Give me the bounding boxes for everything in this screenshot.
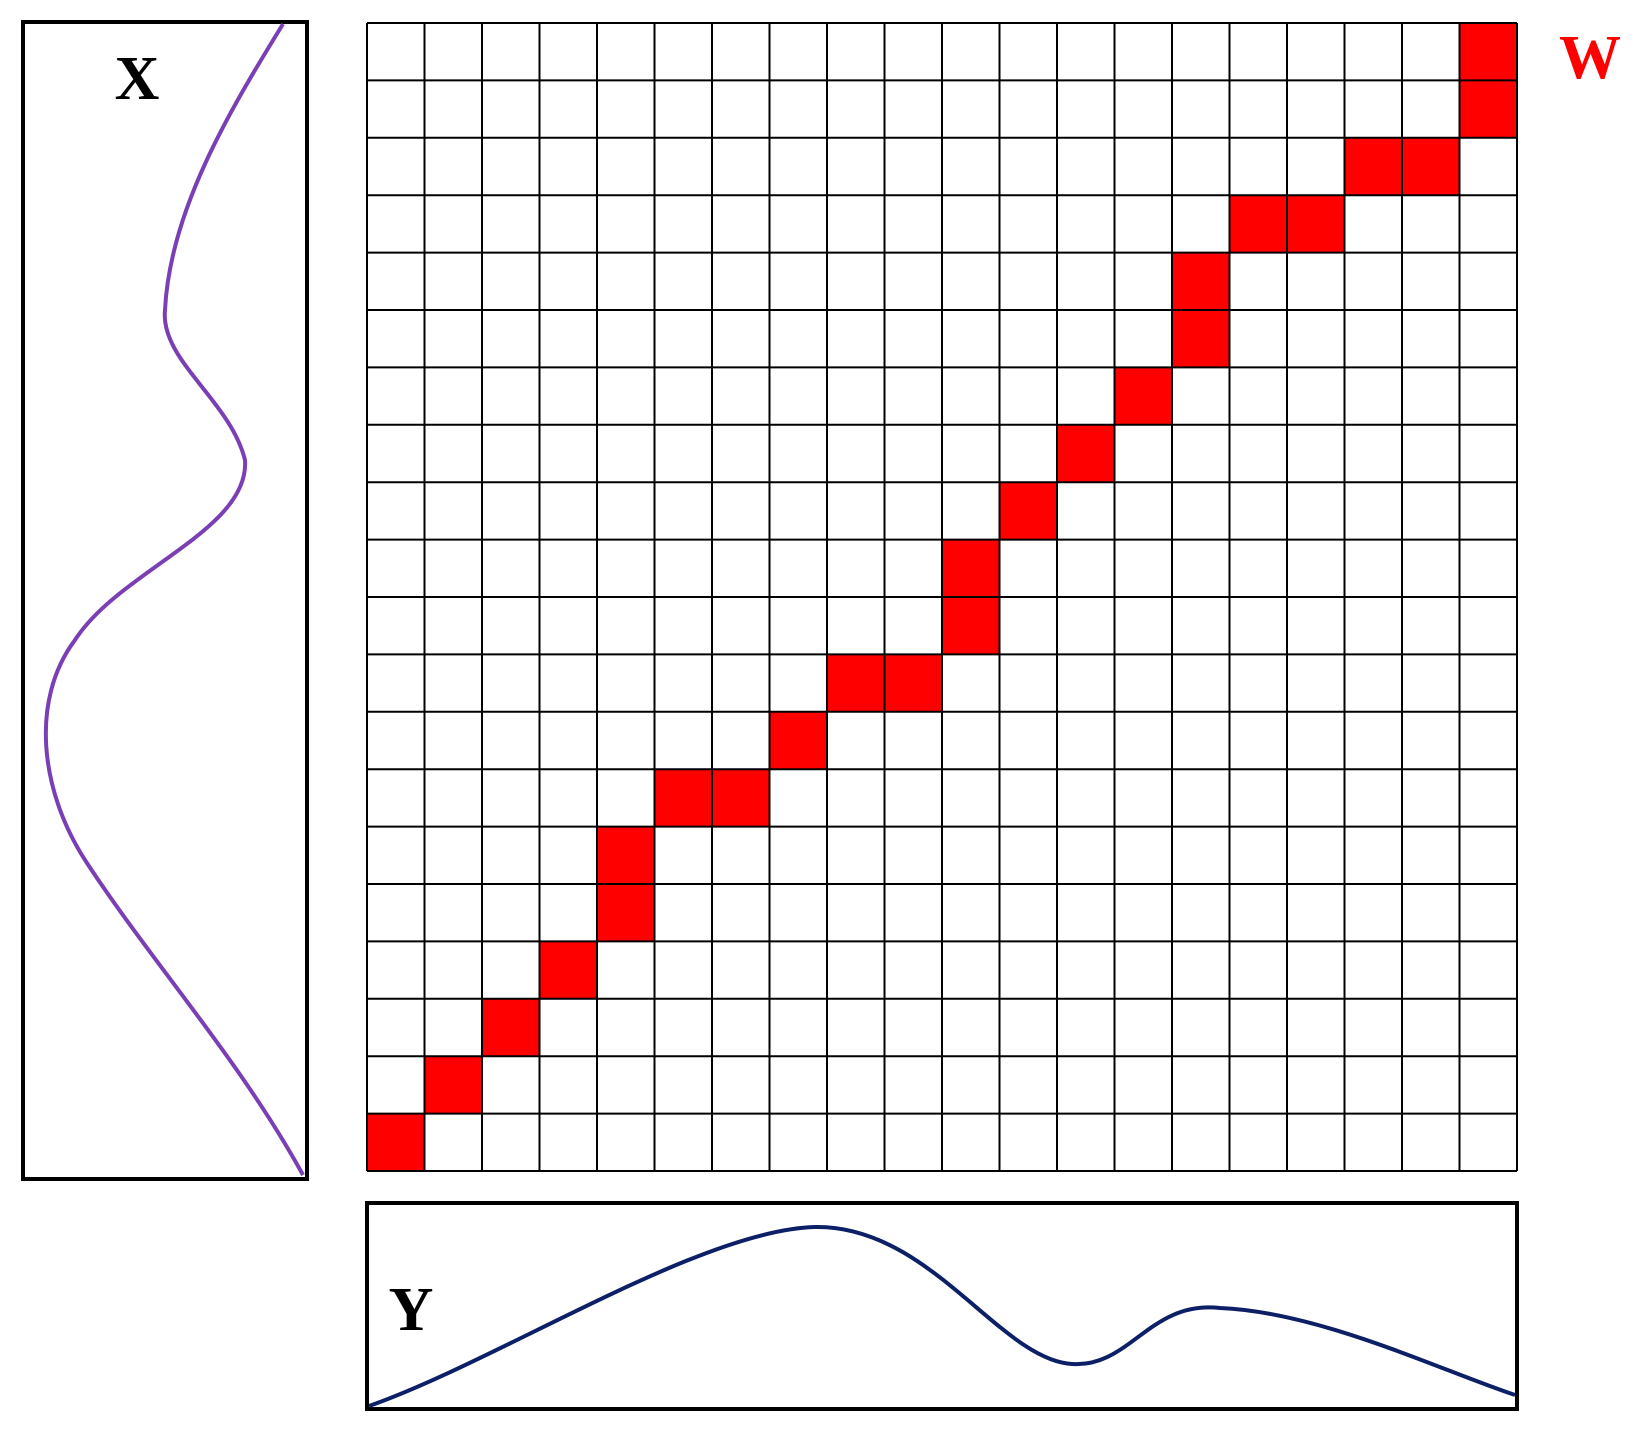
warping-path-cell [1114, 367, 1172, 425]
warping-path-label: W [1559, 24, 1621, 92]
warping-path-cell [1459, 23, 1517, 81]
warping-grid [366, 22, 1518, 1172]
warping-path-cell [597, 826, 655, 884]
warping-path-cell [1172, 252, 1230, 310]
x-signal-panel: X [21, 20, 309, 1181]
warping-path-cell [942, 597, 1000, 655]
y-signal-curve [368, 1224, 1516, 1408]
x-signal-label: X [115, 45, 160, 113]
warping-path-cell [1287, 195, 1345, 253]
warping-path-cell [942, 539, 1000, 597]
warping-path-cell [884, 654, 942, 712]
y-signal-panel: Y [365, 1201, 1519, 1411]
warping-path-cell [1172, 310, 1230, 368]
y-signal-label: Y [389, 1276, 434, 1344]
warping-path-cell [1057, 424, 1115, 483]
warping-path-cell [539, 941, 597, 999]
warping-path-cell [769, 711, 827, 770]
x-signal-curve [43, 22, 305, 1176]
warping-path-cell [1229, 195, 1287, 253]
warping-path-cell [597, 884, 655, 942]
warping-path-cell [712, 769, 770, 827]
warping-path-cell [1459, 80, 1517, 138]
warping-path-cell [1402, 137, 1460, 196]
warping-path-cell [654, 769, 712, 827]
warping-path-cell [827, 654, 885, 712]
warping-path-cell [1344, 137, 1402, 196]
warping-path-cell [482, 998, 540, 1057]
warping-path-cell [999, 482, 1057, 540]
y-signal-frame [365, 1201, 1519, 1411]
x-signal-frame [21, 20, 309, 1181]
warping-path-cell [367, 1113, 425, 1171]
warping-path-cell [424, 1056, 482, 1114]
